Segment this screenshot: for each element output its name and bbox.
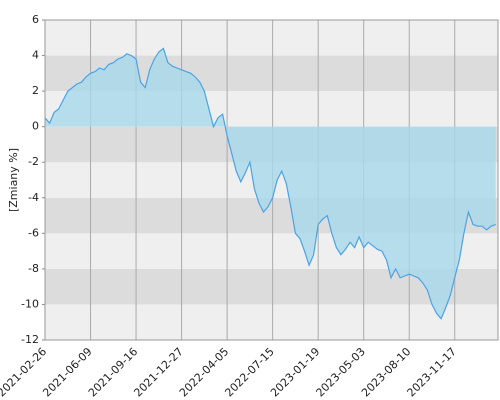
y-axis-label: [Zmiany %] <box>7 148 20 212</box>
y-tick-label: -2 <box>28 155 39 168</box>
y-tick-label: -12 <box>21 333 39 346</box>
y-tick-label: 0 <box>32 120 39 133</box>
y-tick-label: -6 <box>28 226 39 239</box>
plot-border <box>44 19 499 341</box>
y-tick-label: -10 <box>21 297 39 310</box>
y-tick-label: 6 <box>32 13 39 26</box>
x-tick-label: 2023-11-17 <box>405 345 459 399</box>
band <box>45 20 498 56</box>
y-tick-label: -4 <box>28 191 39 204</box>
line <box>44 47 496 320</box>
band <box>45 304 498 340</box>
area <box>45 48 496 319</box>
y-tick-label: 4 <box>32 49 39 62</box>
y-tick-label: -8 <box>28 262 39 275</box>
y-tick-label: 2 <box>32 84 39 97</box>
